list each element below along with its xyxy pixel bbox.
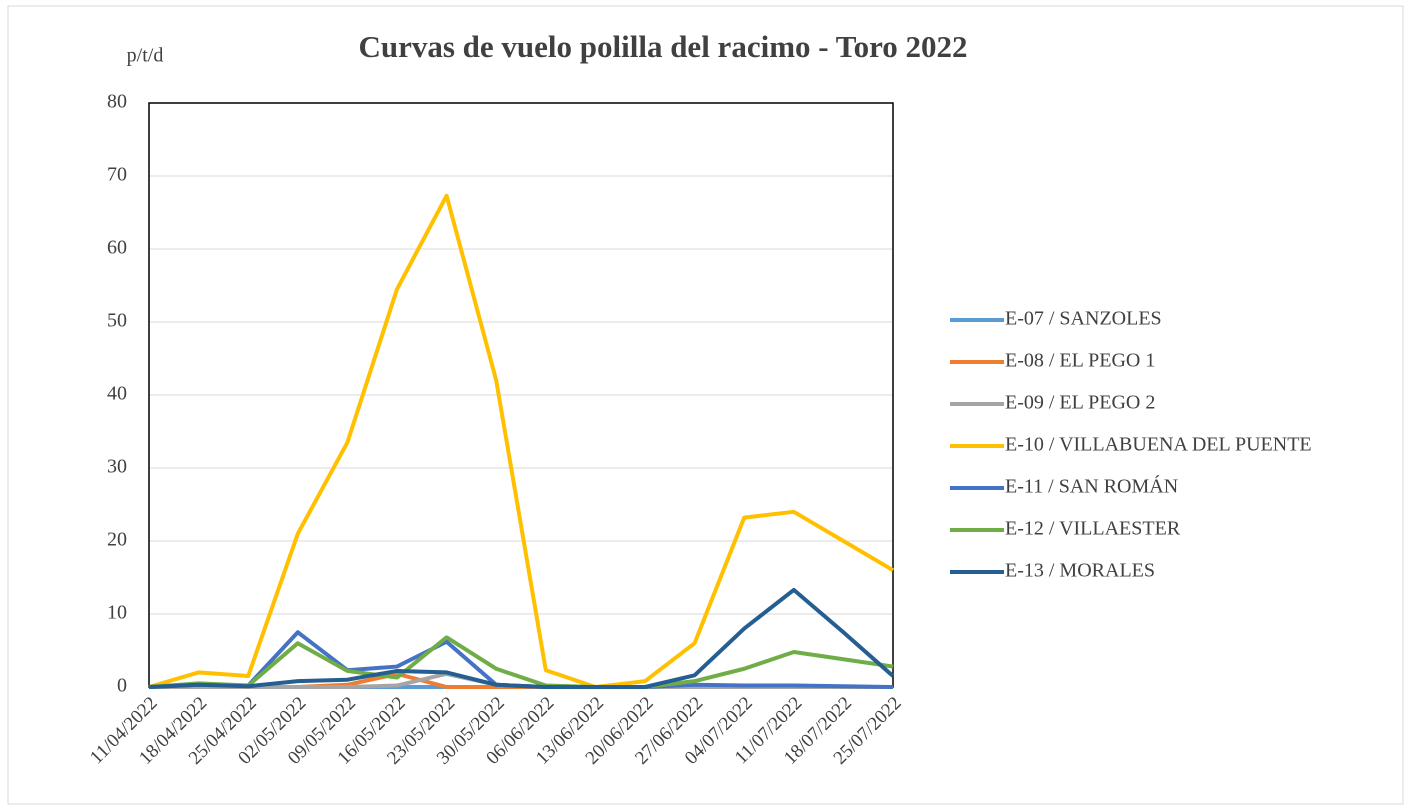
y-tick-label: 0 (117, 675, 127, 697)
legend-label: E-11 / SAN ROMÁN (1005, 475, 1178, 498)
y-axis-label: p/t/d (127, 45, 164, 67)
y-tick-label: 60 (107, 237, 127, 259)
y-tick-label: 80 (107, 91, 127, 113)
legend-label: E-12 / VILLAESTER (1005, 518, 1181, 540)
y-tick-label: 10 (107, 602, 127, 624)
legend-label: E-10 / VILLABUENA DEL PUENTE (1005, 434, 1312, 456)
series-line (148, 587, 895, 689)
chart-frame (7, 5, 1404, 805)
y-tick-label: 40 (107, 383, 127, 405)
series-line (148, 193, 895, 689)
legend-label: E-09 / EL PEGO 2 (1005, 392, 1155, 414)
y-tick-label: 20 (107, 529, 127, 551)
chart-title: Curvas de vuelo polilla del racimo - Tor… (358, 29, 967, 64)
y-tick-label: 30 (107, 456, 127, 478)
legend-label: E-08 / EL PEGO 1 (1005, 350, 1155, 372)
legend-label: E-07 / SANZOLES (1005, 308, 1162, 330)
series-line (148, 635, 894, 689)
legend-label: E-13 / MORALES (1005, 560, 1155, 582)
y-tick-label: 70 (107, 164, 127, 186)
y-tick-label: 50 (107, 310, 127, 332)
